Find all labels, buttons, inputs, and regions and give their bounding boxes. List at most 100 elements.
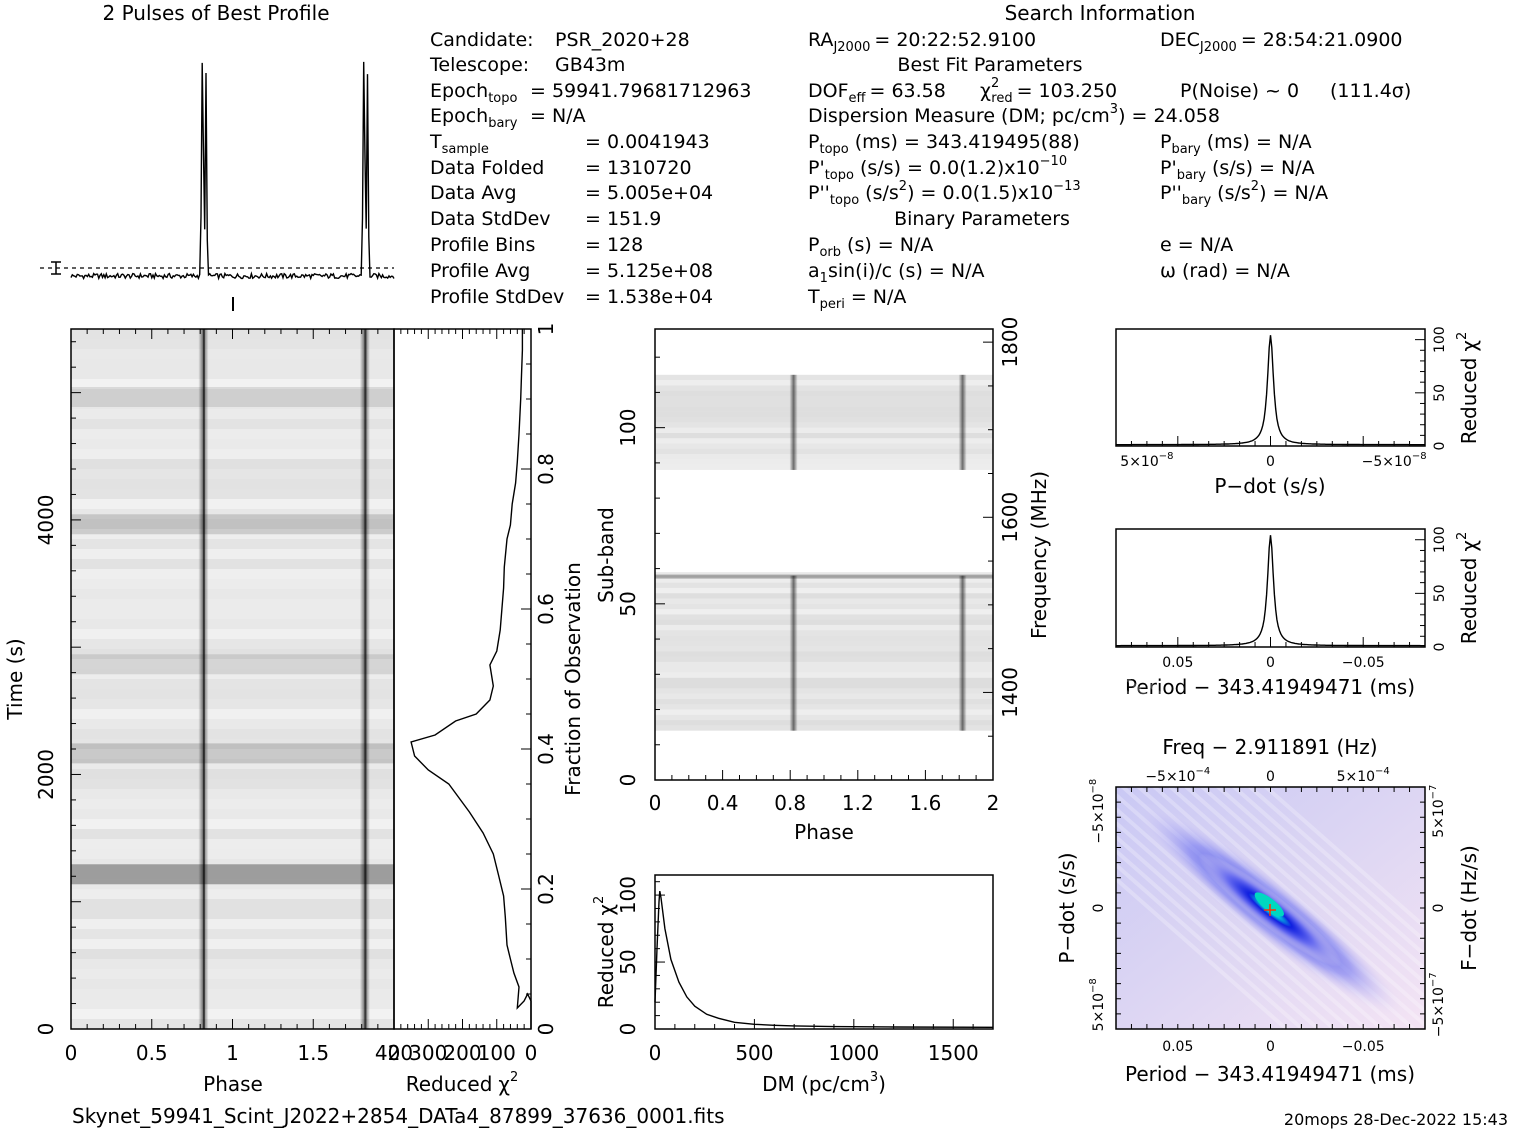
noise-row (71, 899, 394, 909)
noise-row (71, 929, 394, 939)
noise-row (71, 1009, 394, 1019)
time-phase-bands (71, 329, 394, 1029)
period-axis-label: Period − 343.41949471 (ms) (1125, 675, 1415, 699)
info-value: = 1.538e+04 (585, 286, 713, 308)
info-sub: topo (488, 91, 517, 106)
chi-tick-label: 400 (375, 1041, 413, 1065)
channel-row (655, 619, 993, 625)
info-key: Data Folded (430, 157, 544, 179)
period-pdot-ticks: 0.05 0 −0.05−5×10−4 0 5×10−4−5×10−805×10−85×… (1088, 766, 1447, 1055)
dm-axis-label: DM (pc/cm3) (762, 1070, 886, 1096)
subband-phase-label: Phase (794, 820, 854, 844)
freq-axis-label: Freq − 2.911891 (Hz) (1162, 735, 1377, 759)
info-value: = 59941.79681712963 (530, 80, 751, 102)
channel-row (655, 459, 993, 464)
subband-background (655, 329, 993, 780)
chi-tick-label: 0 (1432, 442, 1448, 451)
tick-exponent: −7 (1428, 972, 1439, 987)
info-sub: sample (442, 142, 489, 157)
dark-band (71, 743, 394, 764)
pdot-tick-label: 0 (1091, 904, 1107, 913)
footer-stamp: 20mops 28-Dec-2022 15:43 (1284, 1110, 1508, 1129)
noise-row (71, 549, 394, 559)
diag-band (1114, 667, 1427, 943)
pdot2-axis-label: P−dot (s/s) (1055, 852, 1079, 963)
period-chi-frame (1115, 528, 1426, 648)
dm-chi-line (654, 890, 994, 1028)
info-row: Data Folded = 1310720 (430, 157, 692, 179)
channel-row (655, 588, 993, 593)
dm-chi-tick-label: 0 (616, 1023, 640, 1036)
info-row: Epochbary = N/A (430, 105, 586, 131)
pdot-axis-label: P−dot (s/s) (1214, 474, 1325, 498)
channel-row (655, 625, 993, 630)
dm-tick-label: 1500 (928, 1041, 979, 1065)
freq-tick-label: −5×10−4 (1145, 766, 1210, 785)
data-band (655, 575, 993, 731)
diag-band (1114, 835, 1427, 1111)
noise-row (71, 959, 394, 969)
pdot-tick-label: 5×10−8 (1088, 978, 1107, 1031)
channel-row (655, 714, 993, 721)
period-chi-axis-label: Reducedχ2 (1455, 532, 1481, 645)
noise-row (71, 919, 394, 929)
period-tick-label: 0 (1266, 1039, 1275, 1055)
noise-row (71, 949, 394, 959)
info-row: Profile Avg = 5.125e+08 (430, 260, 713, 282)
diag-band (1114, 849, 1427, 1125)
channel-row (655, 428, 993, 433)
fraction-tick-label: 0 (534, 1023, 558, 1036)
tick-exponent: −8 (1088, 978, 1099, 993)
dm-chi-tick-label: 100 (616, 876, 640, 914)
noise-row (71, 859, 394, 869)
subband-phase-tick: 0.8 (774, 791, 806, 815)
channel-row (655, 572, 993, 578)
noise-row (71, 719, 394, 729)
dm-chi-tick-label: 50 (616, 949, 640, 974)
noise-row (71, 649, 394, 659)
frequency-tick-label: 1800 (998, 317, 1022, 368)
chi-tick-label: 0 (525, 1041, 538, 1065)
dof-row: DOFeff = 63.58 (808, 80, 946, 106)
fraction-tick-label: 1 (534, 323, 558, 336)
tick-exponent: −8 (1412, 451, 1427, 462)
noise-row (71, 809, 394, 819)
channel-row (655, 683, 993, 689)
pulse-streak (789, 575, 798, 731)
dark-band (71, 654, 394, 675)
diag-band (1114, 723, 1427, 999)
fraction-axis-label: Fraction of Observation (561, 562, 585, 796)
phase-tick-label: 1 (226, 1041, 239, 1065)
noise-row (71, 429, 394, 439)
pdot-chi-line (1116, 335, 1425, 446)
noise-row (71, 519, 394, 529)
channel-row (655, 614, 993, 620)
channel-row (655, 432, 993, 439)
fraction-tick-label: 0.6 (534, 593, 558, 625)
omega-row: ω (rad) = N/A (1160, 260, 1290, 282)
noise-row (71, 729, 394, 739)
noise-row (71, 679, 394, 689)
pulse-streak (958, 374, 967, 470)
noise-row (71, 829, 394, 839)
noise-row (71, 799, 394, 809)
noise-row (71, 689, 394, 699)
info-value: = 128 (585, 234, 643, 256)
tick-exponent: −8 (1088, 779, 1099, 794)
subband-tick-label: 0 (616, 774, 640, 787)
dm-tick-label: 0 (649, 1041, 662, 1065)
noise-row (71, 739, 394, 749)
channel-row (655, 710, 993, 715)
subband-phase-plot: 0 0.4 0.8 1.2 1.6 2 0 50 100 1400 1600 1800 Phase S… (594, 317, 1051, 844)
noise-row (71, 619, 394, 629)
x-tick-label: 5×10−8 (1120, 451, 1173, 470)
tick-base: 5×10 (1120, 454, 1158, 470)
info-row: Candidate: PSR_2020+28 (430, 29, 690, 51)
pulse-streak (958, 575, 967, 731)
e-row: e = N/A (1160, 234, 1233, 256)
channel-row (655, 667, 993, 673)
